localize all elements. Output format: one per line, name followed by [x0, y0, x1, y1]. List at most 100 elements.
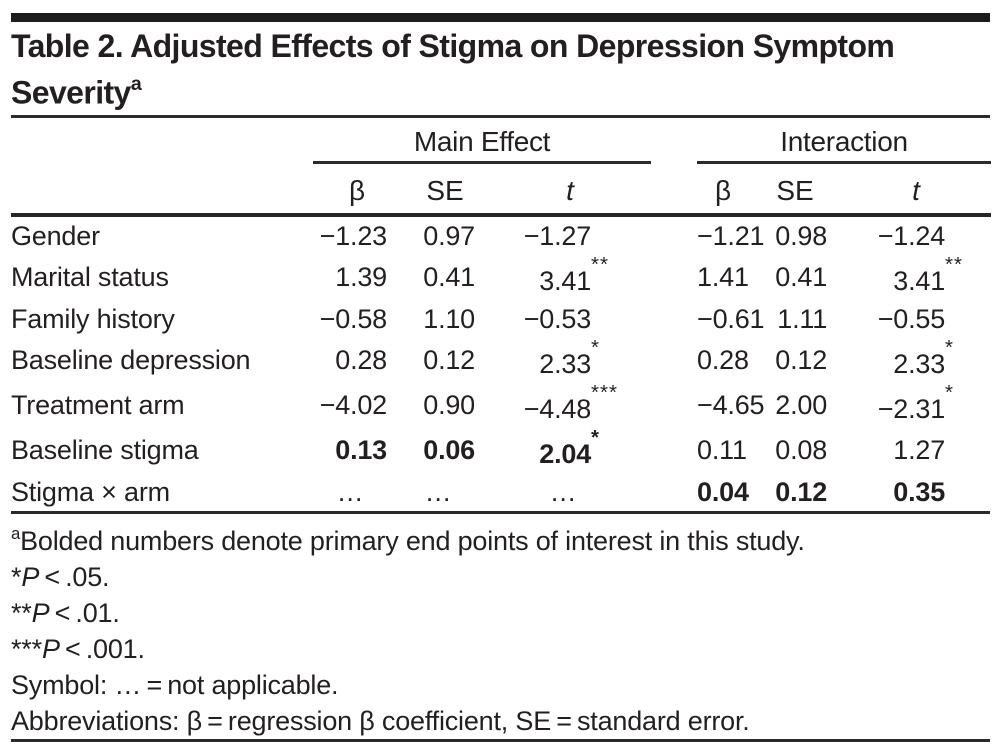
column-group-gap: [651, 118, 697, 163]
significance-stars: *: [945, 335, 955, 359]
cell-main-beta: …: [336, 476, 364, 507]
table-row: Gender −1.23 0.97 −1.27 −1.21 0.98 −1.24: [11, 215, 991, 255]
subheader-spacer: [11, 162, 313, 217]
cell-interaction-beta: 0.11: [697, 435, 747, 466]
cell-main-t: −1.27: [489, 215, 651, 255]
table-row: Baseline stigma 0.13 0.06 2.04* 0.11 0.0…: [11, 425, 991, 473]
cell-main-beta: −0.58: [319, 303, 388, 334]
t-value: 2.04: [539, 438, 592, 469]
t-value: 3.41: [539, 265, 592, 296]
t-value: −0.55: [877, 303, 946, 334]
column-group-gap: [651, 162, 698, 217]
cell-interaction-beta: 0.04: [697, 476, 749, 507]
cell-interaction-t: 0.35: [841, 473, 991, 511]
footnote-a-marker: a: [11, 523, 21, 543]
table-figure: Table 2. Adjusted Effects of Stigma on D…: [11, 13, 992, 742]
table-bottom-rule: [11, 510, 990, 514]
footnote-stars: *: [11, 561, 22, 592]
significance-stars-box: *: [591, 425, 639, 473]
footnote-threshold: < .01.: [49, 597, 120, 628]
column-group-gap: [651, 255, 697, 300]
cell-main-se: 1.10: [423, 303, 475, 334]
col-header-se-main: SE: [401, 162, 489, 217]
t-value: 3.41: [893, 265, 946, 296]
table-title: Table 2. Adjusted Effects of Stigma on D…: [11, 26, 990, 115]
cell-main-beta: 1.39: [335, 262, 387, 293]
row-label: Baseline depression: [11, 345, 251, 376]
cell-main-beta: −1.23: [319, 220, 388, 251]
spanner-row-spacer: [11, 118, 313, 163]
footnote-threshold: < .001.: [59, 633, 145, 664]
significance-stars-box: *: [945, 335, 979, 383]
subheader-row: β SE t β SE t: [11, 162, 992, 217]
t-value: −1.27: [523, 220, 592, 251]
t-value: 2.33: [539, 348, 592, 379]
bottom-rule: [11, 738, 990, 742]
spanner-interaction: Interaction: [697, 117, 992, 164]
title-rule: [11, 114, 990, 118]
significance-stars-box: *: [591, 335, 639, 383]
footnote-threshold: < .05.: [39, 561, 110, 592]
row-label: Gender: [11, 220, 100, 251]
footnote-p01: **P < .01.: [11, 595, 990, 631]
column-group-gap: [651, 300, 697, 338]
significance-stars: *: [591, 425, 601, 449]
row-label: Treatment arm: [11, 390, 185, 421]
cell-main-t: −0.53: [489, 300, 651, 338]
footnotes: aBolded numbers denote primary end point…: [11, 514, 990, 739]
footnote-p-symbol: P: [21, 561, 40, 592]
column-group-gap: [651, 338, 697, 383]
footnote-stars: **: [11, 597, 32, 628]
col-header-beta-interaction: β: [697, 162, 750, 217]
cell-interaction-beta: −1.21: [697, 220, 765, 251]
footnote-p-symbol: P: [41, 633, 60, 664]
table-row: Stigma × arm … … … 0.04 0.12 0.35: [11, 473, 991, 511]
t-value: 2.33: [893, 348, 946, 379]
significance-stars: **: [591, 252, 609, 276]
cell-main-t: −4.48***: [489, 380, 651, 428]
significance-stars-box: *: [945, 380, 979, 428]
significance-stars: **: [945, 252, 963, 276]
significance-stars: *: [591, 335, 601, 359]
cell-main-beta: −4.02: [319, 390, 388, 421]
cell-main-se: 0.41: [423, 262, 475, 293]
row-label: Family history: [11, 303, 175, 334]
t-value: …: [549, 476, 577, 507]
title-line1: Table 2. Adjusted Effects of Stigma on D…: [11, 28, 895, 64]
col-header-se-interaction: SE: [749, 162, 842, 217]
footnote-abbreviations: Abbreviations: β = regression β coeffici…: [11, 705, 750, 736]
cell-interaction-beta: −0.61: [697, 303, 765, 334]
top-rule: [11, 13, 990, 22]
stats-table: Main Effect Interaction β SE t β SE t Ge…: [11, 117, 992, 511]
cell-main-se: …: [424, 476, 452, 507]
t-value: −1.24: [877, 220, 946, 251]
title-line2: Severity: [11, 74, 131, 111]
cell-main-beta: 0.13: [335, 435, 387, 466]
row-label: Stigma × arm: [11, 476, 170, 507]
cell-interaction-t: 3.41**: [841, 252, 991, 300]
cell-main-t: 2.04*: [489, 425, 651, 473]
cell-interaction-se: 0.12: [775, 345, 828, 376]
column-group-gap: [651, 383, 697, 428]
cell-main-beta: 0.28: [335, 345, 387, 376]
title-footnote-marker: a: [130, 73, 142, 95]
cell-interaction-se: 1.11: [777, 303, 828, 334]
t-value: 1.27: [893, 435, 946, 466]
footnote-a-text: Bolded numbers denote primary end points…: [20, 525, 805, 556]
footnote-p-symbol: P: [31, 597, 50, 628]
spanner-row: Main Effect Interaction: [11, 117, 992, 164]
t-value: −2.31: [877, 393, 946, 424]
cell-interaction-se: 0.41: [775, 262, 828, 293]
t-value: −0.53: [523, 303, 592, 334]
significance-stars: *: [945, 380, 955, 404]
significance-stars: ***: [591, 380, 618, 404]
cell-interaction-se: 0.12: [775, 476, 828, 507]
significance-stars-box: ***: [591, 380, 639, 428]
cell-main-se: 0.06: [423, 435, 475, 466]
table-row: Marital status 1.39 0.41 3.41** 1.41 0.4…: [11, 252, 991, 300]
table-row: Baseline depression 0.28 0.12 2.33* 0.28…: [11, 335, 991, 383]
cell-interaction-t: −0.55: [841, 300, 991, 338]
cell-main-t: 3.41**: [489, 252, 651, 300]
row-label: Baseline stigma: [11, 435, 199, 466]
cell-interaction-beta: 1.41: [697, 262, 749, 293]
